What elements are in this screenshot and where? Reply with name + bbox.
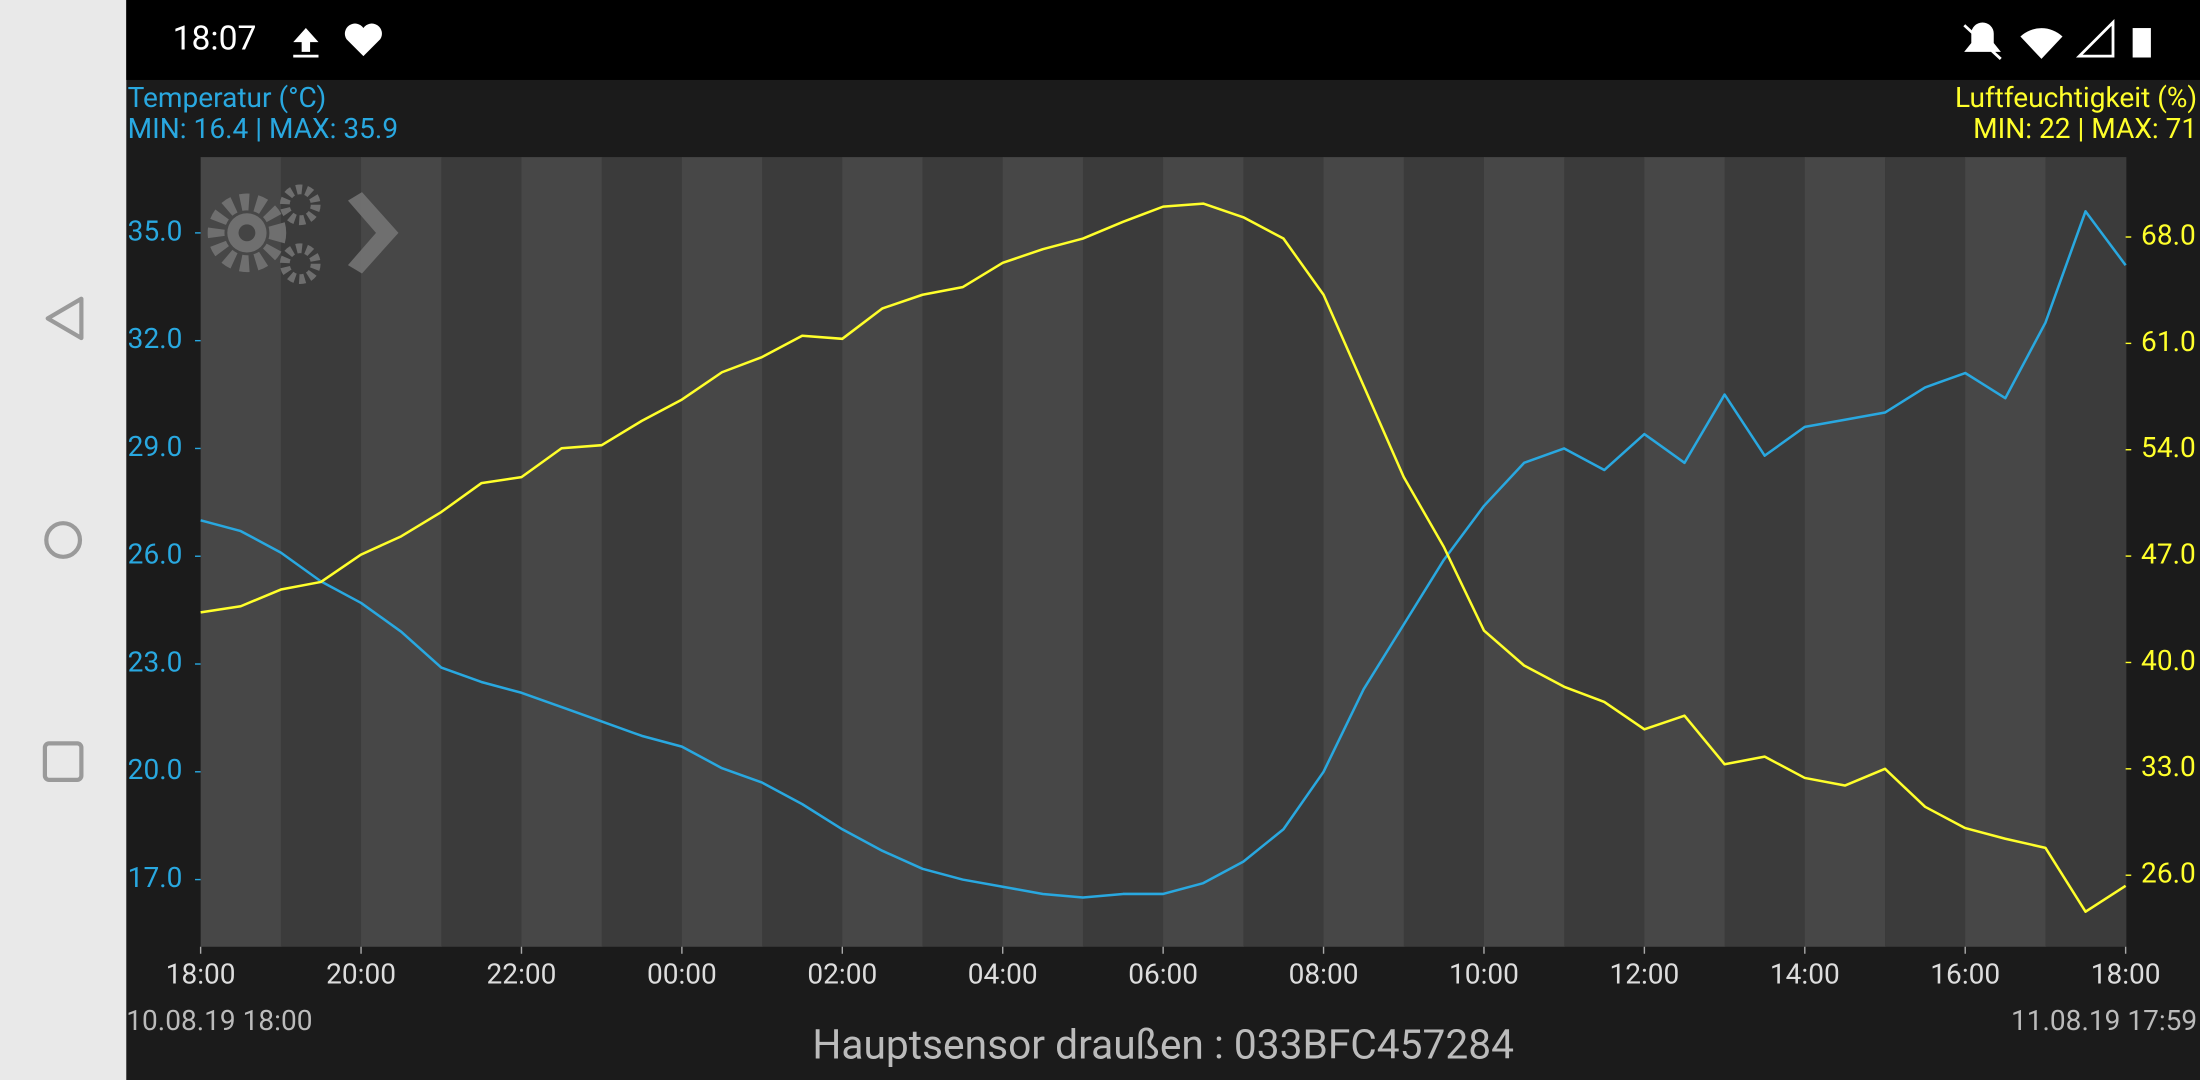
status-bar xyxy=(126,0,2200,80)
plot-background xyxy=(200,157,2127,947)
hour-band xyxy=(280,157,362,947)
home-button[interactable] xyxy=(44,521,83,559)
signal-icon xyxy=(2075,19,2115,58)
start-date: 10.08.19 18:00 xyxy=(126,1004,312,1037)
hour-band xyxy=(1564,157,1646,947)
recents-button[interactable] xyxy=(42,741,84,782)
hour-band xyxy=(1885,157,1966,947)
settings-button[interactable] xyxy=(207,184,399,285)
y2-tick-label: 26.0 xyxy=(2141,857,2196,890)
x-tick-label: 18:00 xyxy=(2091,958,2161,991)
health-icon xyxy=(344,23,382,57)
x-tick-label: 18:00 xyxy=(166,958,236,991)
hour-band xyxy=(1483,157,1565,947)
hour-band xyxy=(200,157,282,947)
hour-band xyxy=(1403,157,1485,947)
hour-band xyxy=(842,157,924,947)
y-tick-label: 23.0 xyxy=(128,645,183,678)
series xyxy=(200,202,2127,913)
hour-band xyxy=(361,157,442,947)
x-tick-label: 12:00 xyxy=(1609,958,1679,991)
y2-tick-label: 47.0 xyxy=(2141,538,2196,571)
y2-tick-label: 54.0 xyxy=(2141,431,2196,464)
hour-band xyxy=(1965,157,2047,947)
y-tick-label: 17.0 xyxy=(128,861,183,894)
axes: 18:00 20:00 22:00 00:00 02:00 04:00 06:00 08:00… xyxy=(128,214,2196,990)
y2-axis-title: Luftfeuchtigkeit (%) xyxy=(1955,81,2197,114)
status-time: 18:07 xyxy=(173,20,257,59)
hour-band xyxy=(2045,157,2127,947)
y-axis-summary: MIN: 16.4 | MAX: 35.9 xyxy=(128,112,398,145)
hour-band xyxy=(1163,157,1245,947)
hour-band xyxy=(922,157,1004,947)
y2-tick-label: 61.0 xyxy=(2141,325,2196,358)
battery-icon xyxy=(2132,28,2151,58)
series-line xyxy=(200,202,2127,913)
x-tick-label: 20:00 xyxy=(326,958,396,991)
y2-tick-label: 68.0 xyxy=(2141,218,2196,251)
hour-band xyxy=(1644,157,1726,947)
x-tick-label: 00:00 xyxy=(647,958,717,991)
y2-axis-summary: MIN: 22 | MAX: 71 xyxy=(1973,112,2197,145)
y-tick-label: 32.0 xyxy=(128,322,183,355)
back-button[interactable] xyxy=(45,296,84,341)
end-date: 11.08.19 17:59 xyxy=(2011,1004,2197,1037)
y-tick-label: 35.0 xyxy=(128,214,183,247)
x-tick-label: 04:00 xyxy=(968,958,1038,991)
upload-icon xyxy=(293,28,319,58)
hour-band xyxy=(1082,157,1164,947)
x-tick-label: 22:00 xyxy=(487,958,557,991)
mute-icon xyxy=(1963,22,2002,60)
x-tick-label: 14:00 xyxy=(1770,958,1840,991)
y-tick-label: 26.0 xyxy=(128,538,183,571)
y-tick-label: 20.0 xyxy=(128,753,183,786)
y2-tick-label: 40.0 xyxy=(2141,644,2196,677)
hour-band xyxy=(1002,157,1084,947)
y2-tick-label: 33.0 xyxy=(2141,750,2196,783)
y-axis-title: Temperatur (°C) xyxy=(128,81,327,114)
x-tick-label: 16:00 xyxy=(1930,958,2000,991)
hour-band xyxy=(1243,157,1325,947)
hour-band xyxy=(762,157,844,947)
hour-band xyxy=(1724,157,1806,947)
x-tick-label: 08:00 xyxy=(1289,958,1359,991)
x-tick-label: 10:00 xyxy=(1449,958,1519,991)
x-tick-label: 02:00 xyxy=(807,958,877,991)
hour-band xyxy=(601,157,683,947)
hour-band xyxy=(521,157,603,947)
hour-band xyxy=(681,157,763,947)
hour-band xyxy=(1804,157,1886,947)
x-tick-label: 06:00 xyxy=(1128,958,1198,991)
nav-bar xyxy=(0,0,127,1080)
y-tick-label: 29.0 xyxy=(128,430,183,463)
hour-band xyxy=(441,157,523,947)
wifi-icon xyxy=(2020,28,2063,59)
hour-band xyxy=(1323,157,1405,947)
chart-title: Hauptsensor draußen : 033BFC457284 xyxy=(812,1020,1514,1068)
series-line xyxy=(200,210,2127,899)
